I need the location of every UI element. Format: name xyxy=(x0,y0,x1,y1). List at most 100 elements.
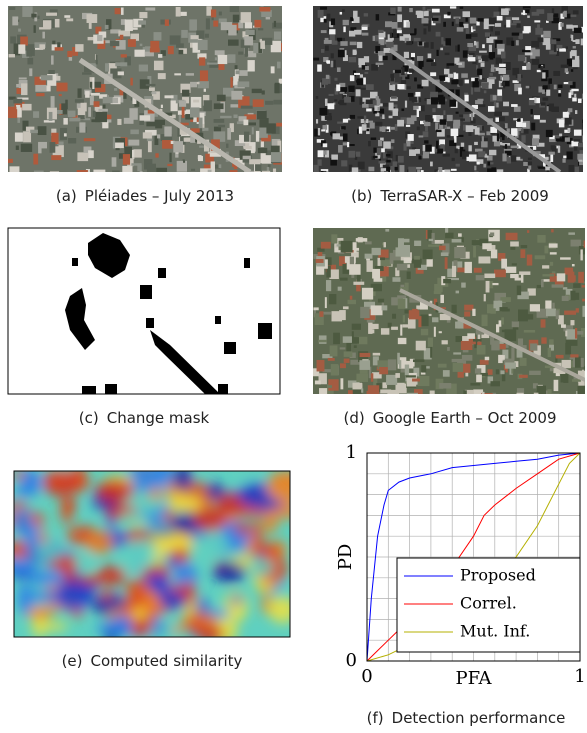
panel-label: (e) xyxy=(62,652,83,670)
texture xyxy=(538,37,544,42)
texture xyxy=(502,355,504,360)
texture xyxy=(520,249,525,258)
texture xyxy=(219,164,222,168)
texture xyxy=(406,125,410,127)
similarity-blob xyxy=(96,566,126,586)
texture xyxy=(190,107,200,117)
texture xyxy=(485,155,489,157)
texture xyxy=(413,359,424,362)
caption-text: Detection performance xyxy=(392,709,566,727)
texture xyxy=(15,132,23,141)
texture xyxy=(432,9,440,13)
texture xyxy=(55,19,60,27)
texture xyxy=(397,14,402,22)
texture xyxy=(154,61,164,71)
texture xyxy=(462,11,470,17)
texture xyxy=(30,130,38,133)
texture xyxy=(405,101,407,108)
figure: (a)Pléiades – July 2013 (b)TerraSAR-X – … xyxy=(0,0,587,733)
texture xyxy=(26,50,32,57)
texture xyxy=(355,248,359,251)
texture xyxy=(534,115,540,119)
texture xyxy=(229,170,237,178)
similarity-blob xyxy=(136,497,163,513)
texture xyxy=(484,23,489,29)
texture xyxy=(459,22,463,27)
texture xyxy=(558,90,560,93)
texture xyxy=(550,262,553,266)
texture xyxy=(350,115,355,119)
texture xyxy=(463,50,468,57)
texture xyxy=(452,305,457,314)
texture xyxy=(331,364,339,375)
texture xyxy=(168,46,174,54)
texture xyxy=(453,123,460,128)
texture xyxy=(393,161,398,166)
texture xyxy=(399,360,401,369)
texture xyxy=(558,146,560,153)
texture xyxy=(407,377,417,387)
texture xyxy=(438,364,447,368)
texture xyxy=(503,75,509,80)
texture xyxy=(578,272,584,283)
texture xyxy=(331,53,334,58)
texture xyxy=(482,243,491,249)
texture xyxy=(449,100,456,107)
texture xyxy=(156,168,167,174)
texture xyxy=(221,22,232,30)
texture xyxy=(568,232,575,234)
texture xyxy=(425,145,432,152)
texture xyxy=(408,318,416,329)
texture xyxy=(512,263,517,265)
texture xyxy=(241,12,251,23)
texture xyxy=(78,88,82,97)
texture xyxy=(203,100,211,111)
texture xyxy=(568,108,572,112)
texture xyxy=(164,126,171,136)
texture xyxy=(553,71,560,76)
texture xyxy=(319,311,323,317)
texture xyxy=(191,97,202,108)
texture xyxy=(518,309,528,321)
texture xyxy=(342,9,345,12)
texture xyxy=(545,300,551,309)
texture xyxy=(560,257,571,259)
texture xyxy=(443,279,451,283)
texture xyxy=(495,23,501,27)
texture xyxy=(544,246,548,254)
texture xyxy=(331,18,335,25)
texture xyxy=(320,7,327,10)
texture xyxy=(114,88,117,91)
texture xyxy=(571,50,577,56)
texture xyxy=(447,347,450,351)
texture xyxy=(382,114,384,119)
texture xyxy=(529,371,541,375)
texture xyxy=(330,345,338,356)
texture xyxy=(487,162,490,166)
texture xyxy=(408,167,416,173)
texture xyxy=(364,56,369,62)
texture xyxy=(562,296,569,301)
texture xyxy=(236,70,240,74)
texture xyxy=(63,118,67,125)
similarity-blob xyxy=(236,465,254,484)
texture xyxy=(404,53,409,58)
texture xyxy=(499,320,502,326)
texture xyxy=(518,55,525,61)
texture xyxy=(452,359,463,362)
texture xyxy=(177,161,187,172)
texture xyxy=(582,285,587,287)
texture xyxy=(27,58,33,65)
texture xyxy=(344,359,350,363)
texture xyxy=(506,233,518,240)
texture xyxy=(390,74,394,81)
texture xyxy=(522,123,526,128)
texture xyxy=(321,30,327,33)
texture xyxy=(497,44,505,49)
texture xyxy=(383,56,388,60)
texture xyxy=(551,39,556,44)
texture xyxy=(502,153,506,161)
texture xyxy=(534,20,540,22)
texture xyxy=(471,113,473,120)
texture xyxy=(51,55,54,64)
